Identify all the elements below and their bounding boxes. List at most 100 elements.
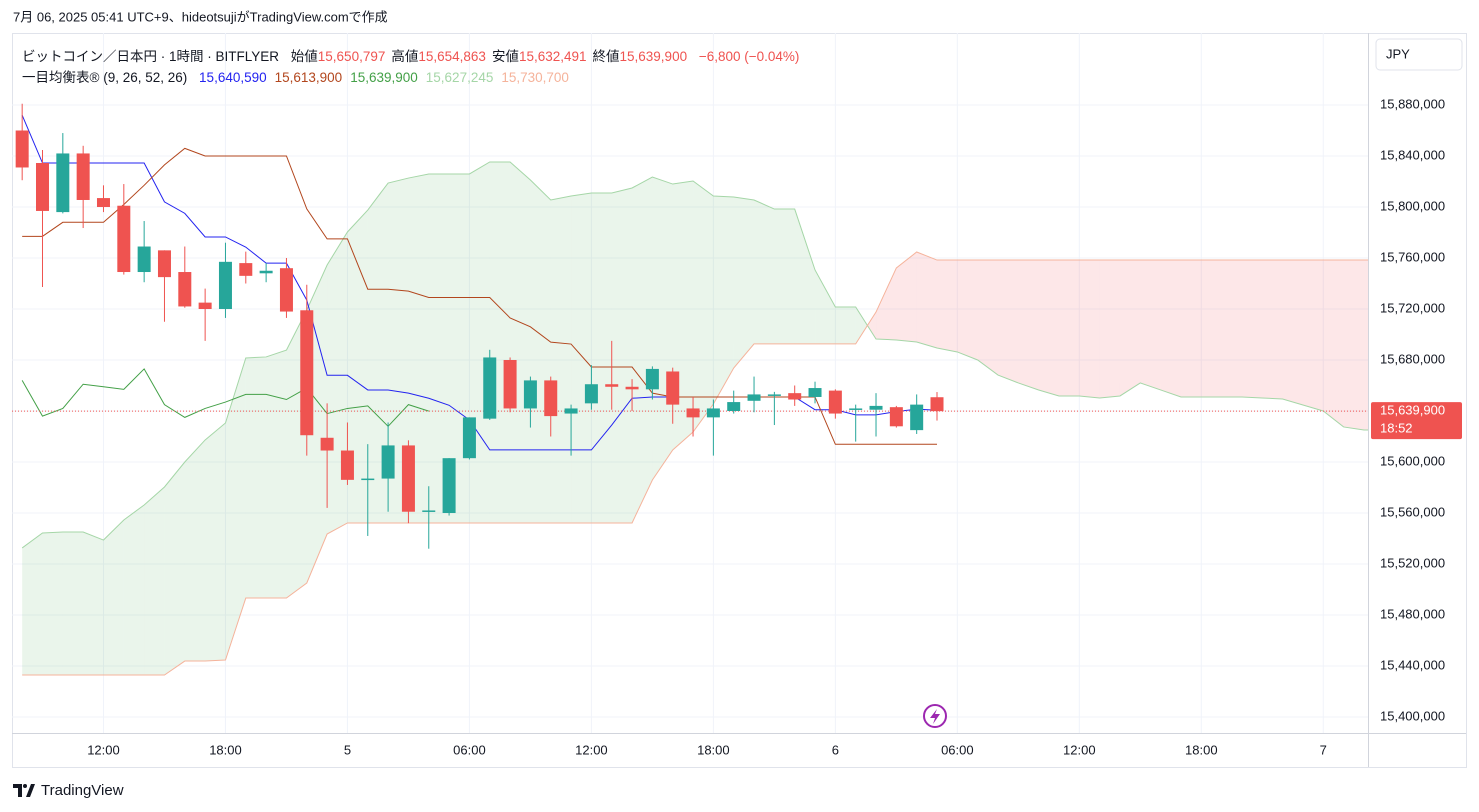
candle-body — [56, 153, 70, 213]
x-tick-label: 12:00 — [575, 742, 608, 757]
x-tick-label: 6 — [832, 742, 839, 757]
cloud-segment — [754, 199, 775, 344]
currency-button[interactable] — [1375, 38, 1463, 71]
ohlc-value: 15,632,491 — [518, 49, 587, 64]
indicator-values: 15,640,590 15,613,900 15,639,900 15,627,245… — [191, 70, 569, 85]
candle-body — [259, 270, 273, 274]
y-tick-label: 15,720,000 — [1380, 300, 1445, 315]
cloud-segment — [611, 188, 633, 523]
x-tick-label: 12:00 — [1063, 742, 1096, 757]
ohlc-label: 安値 — [491, 49, 519, 64]
cloud-segment — [225, 357, 246, 661]
cloud-segment — [1058, 260, 1080, 396]
candle-body — [96, 198, 110, 207]
y-tick-label: 15,440,000 — [1380, 657, 1445, 672]
cloud-segment — [571, 192, 592, 523]
alert-icon[interactable] — [923, 704, 947, 728]
cloud — [22, 161, 1368, 676]
cloud-segment — [835, 306, 856, 344]
y-tick-label: 15,680,000 — [1380, 351, 1445, 366]
candle-body — [605, 384, 619, 387]
candle-body — [320, 437, 334, 451]
candle-body — [706, 408, 720, 418]
countdown: 18:52 — [1380, 421, 1413, 436]
cloud-segment — [632, 177, 653, 523]
cloud-segment — [1180, 260, 1202, 397]
x-tick-label: 06:00 — [941, 742, 974, 757]
cloud-segment — [327, 231, 348, 535]
x-tick-label: 12:00 — [87, 742, 120, 757]
candle-body — [849, 408, 863, 410]
candle-body — [625, 386, 639, 390]
cloud-segment — [916, 252, 938, 349]
cloud-segment — [1323, 260, 1344, 427]
leading-span-a — [21, 161, 1368, 549]
candles — [15, 103, 944, 549]
ohlc-label: 終値 — [592, 49, 620, 64]
cloud-segment — [867, 312, 877, 339]
candle-body — [727, 402, 741, 411]
cloud-segment — [876, 267, 897, 340]
currency[interactable]: JPY — [1386, 46, 1410, 61]
cloud-segment — [510, 161, 531, 523]
cloud-segment — [855, 306, 868, 344]
cloud-segment — [22, 533, 43, 676]
legend-line-1: ビットコイン／日本円 · 1時間 · BITFLYER 始値15,650,797… — [22, 45, 799, 65]
cloud-segment — [1079, 260, 1100, 398]
cloud-segment — [42, 531, 63, 676]
ohlc-label: 始値 — [290, 49, 318, 64]
candle-body — [401, 445, 415, 512]
candle-body — [218, 261, 232, 309]
grid — [12, 33, 1368, 733]
candle-body — [361, 478, 375, 481]
x-tick-label: 18:00 — [1185, 742, 1218, 757]
cloud-segment — [245, 356, 267, 599]
candle-body — [503, 359, 517, 409]
ohlc: 始値15,650,797 高値15,654,863 安値15,632,491 終値15… — [283, 49, 687, 64]
cloud-segment — [1221, 260, 1242, 397]
lagging-span — [21, 368, 429, 428]
x-tick-label: 06:00 — [453, 742, 486, 757]
candle-body — [930, 397, 944, 412]
candle-body — [483, 357, 497, 419]
axes: 15,400,000 15,440,000 15,480,000 15,520,000… — [87, 96, 1462, 757]
indicator-value: 15,639,900 — [350, 70, 418, 85]
change: −6,800 (−0.04%) — [698, 49, 800, 64]
cloud-segment — [1018, 260, 1039, 390]
candle-body — [198, 302, 212, 309]
candle-body — [381, 445, 395, 479]
candle-body — [747, 394, 761, 401]
leading-span-b — [22, 251, 1368, 676]
candle-body — [117, 205, 131, 273]
base-line — [22, 147, 938, 445]
cloud-segment — [591, 192, 612, 523]
cloud-segment — [144, 486, 165, 676]
candle-body — [422, 510, 436, 512]
cloud-segment — [815, 269, 836, 344]
cloud-segment — [652, 177, 673, 480]
cloud-segment — [489, 161, 511, 523]
candle-body — [442, 458, 456, 513]
indicator-value: 15,640,590 — [199, 70, 267, 85]
candle-body — [76, 153, 90, 200]
y-tick-label: 15,480,000 — [1380, 606, 1445, 621]
cloud-segment — [1119, 260, 1141, 396]
cloud-segment — [530, 179, 551, 523]
y-tick-label: 15,400,000 — [1380, 708, 1445, 723]
cloud-segment — [1262, 260, 1283, 400]
cloud-segment — [123, 504, 145, 676]
cloud-segment — [428, 173, 450, 523]
cloud-segment — [1302, 260, 1324, 411]
indicator-value: 15,730,700 — [501, 70, 569, 85]
legend-line-2: 一目均衡表® (9, 26, 52, 26) 15,640,590 15,613,… — [22, 66, 569, 86]
last-price-box — [1371, 402, 1462, 440]
cloud-segment — [937, 260, 958, 352]
candle-body — [666, 371, 680, 405]
last-price-label: 15,639,900 — [1380, 403, 1445, 418]
y-tick-label: 15,520,000 — [1380, 555, 1445, 570]
cloud-segment — [388, 178, 409, 523]
cloud-segment — [266, 350, 287, 599]
cloud-segment — [83, 531, 104, 676]
